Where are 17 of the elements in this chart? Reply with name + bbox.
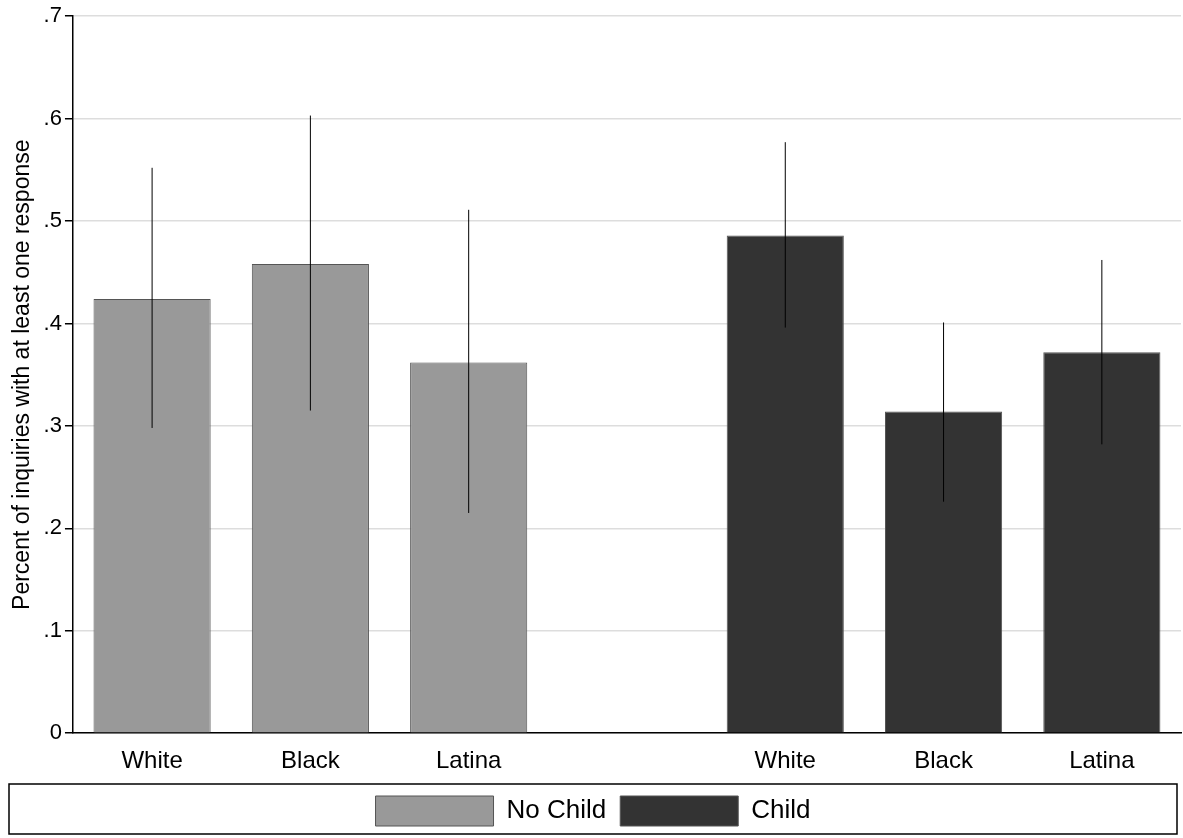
y-tick-label: 0 — [49, 719, 62, 745]
legend-label: No Child — [506, 794, 607, 825]
x-tick-label: White — [121, 746, 183, 774]
x-tick-label: Black — [281, 746, 341, 774]
x-tick-label: Latina — [435, 746, 503, 774]
y-axis-title: Percent of inquiries with at least one response — [8, 139, 35, 610]
y-tick-label: .2 — [43, 514, 62, 540]
x-tick-label: Black — [914, 746, 974, 774]
legend-label: Child — [751, 794, 811, 825]
y-tick-label: .6 — [43, 104, 62, 130]
y-tick-label: .3 — [43, 411, 62, 437]
x-tick-label: Latina — [1069, 746, 1136, 774]
y-tick-label: .7 — [43, 2, 62, 28]
y-tick-label: .4 — [43, 309, 62, 335]
y-tick-label: .5 — [43, 207, 62, 233]
x-tick-label: White — [754, 746, 816, 774]
y-tick-label: .1 — [43, 616, 62, 642]
